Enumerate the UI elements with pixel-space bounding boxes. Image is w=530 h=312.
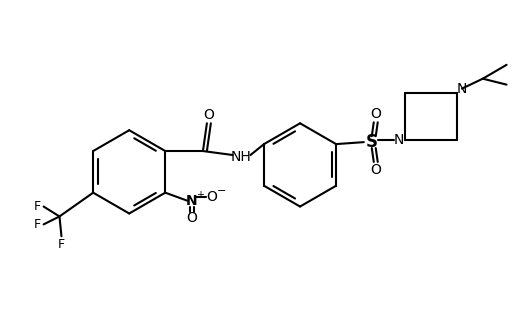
Text: −: − (217, 186, 226, 196)
Text: O: O (370, 163, 381, 177)
Text: N: N (186, 194, 198, 207)
Text: N: N (457, 82, 467, 95)
Text: F: F (34, 218, 41, 231)
Text: O: O (204, 108, 214, 122)
Text: F: F (34, 200, 41, 213)
Text: F: F (58, 238, 65, 251)
Text: O: O (370, 107, 381, 121)
Text: NH: NH (230, 150, 251, 164)
Text: O: O (206, 190, 217, 204)
Text: N: N (393, 133, 404, 147)
Text: O: O (187, 212, 198, 226)
Text: S: S (366, 133, 378, 151)
Text: +: + (196, 190, 204, 200)
